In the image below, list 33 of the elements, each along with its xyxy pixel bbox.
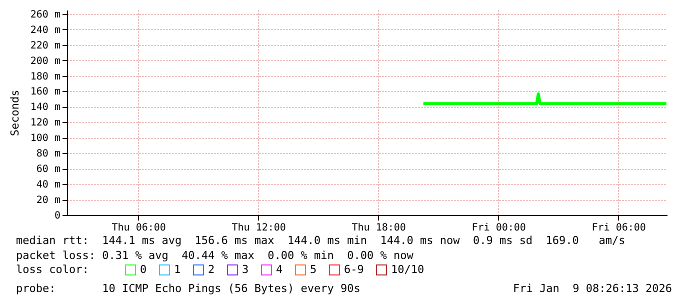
- x-tick-label: Thu 06:00: [112, 222, 166, 234]
- legend-label: 3: [242, 262, 249, 276]
- y-tick-label: 240 m: [30, 24, 60, 36]
- text: packet loss: 0.31 % avg 40.44 % max 0.00 % min 0.00 % now: [16, 249, 414, 262]
- y-tick-label: 0: [54, 210, 60, 222]
- legend-label: 5: [310, 262, 317, 276]
- y-tick-label: 260 m: [30, 9, 60, 20]
- legend-label: 4: [276, 262, 283, 276]
- y-tick-label: 200 m: [30, 56, 60, 67]
- legend-label: 1: [174, 262, 181, 276]
- y-tick-label: 60 m: [36, 164, 60, 176]
- y-tick-label: 20 m: [36, 195, 60, 206]
- y-tick-label: 120 m: [30, 118, 60, 129]
- legend-label: 0: [140, 262, 147, 276]
- y-tick-label: 160 m: [30, 86, 60, 98]
- y-tick-label: 100 m: [30, 133, 60, 144]
- x-tick-label: Fri 06:00: [592, 222, 646, 234]
- y-tick-label: 220 m: [30, 40, 60, 52]
- text: probe: 10 ICMP Echo Pings (56 Bytes) every 90s: [16, 282, 360, 295]
- legend-label: 2: [208, 262, 215, 276]
- x-tick-label: Thu 12:00: [232, 222, 286, 234]
- x-tick-label: Fri 00:00: [472, 222, 526, 234]
- x-tick-label: Thu 18:00: [352, 222, 406, 234]
- legend-title: loss color:: [16, 263, 89, 276]
- y-tick-label: 40 m: [36, 180, 60, 191]
- text: Fri Jan 9 08:26:13 2026: [513, 282, 672, 295]
- text: median rtt: 144.1 ms avg 156.6 ms max 144.0 ms min 144.0 ms now 0.9 ms sd 169.0 am/s: [16, 234, 626, 247]
- legend-label: 6-9: [344, 262, 364, 276]
- y-tick-label: 180 m: [30, 71, 60, 82]
- y-axis-title: Seconds: [8, 90, 22, 136]
- legend-label: 10/10: [391, 262, 424, 276]
- y-tick-label: 80 m: [36, 148, 60, 160]
- y-tick-label: 140 m: [30, 102, 60, 114]
